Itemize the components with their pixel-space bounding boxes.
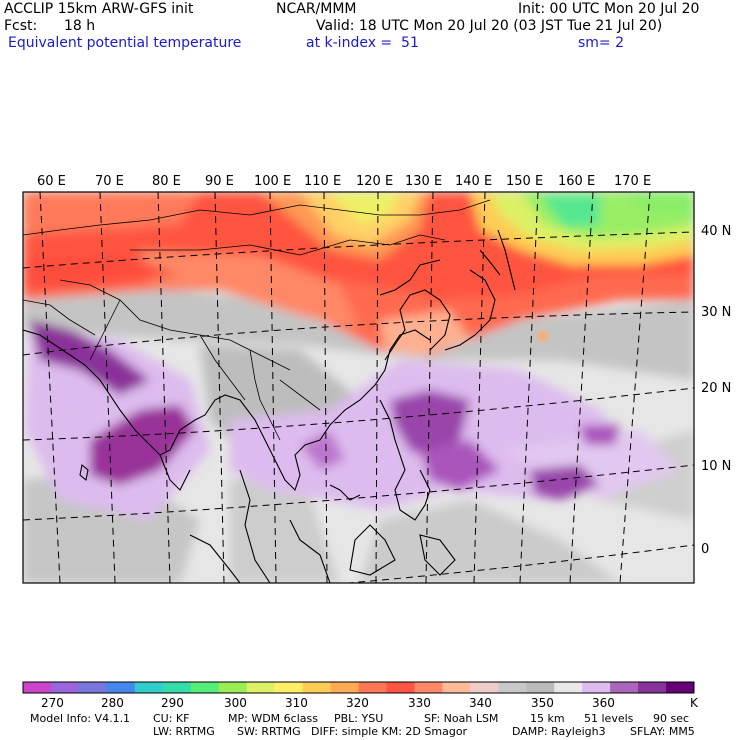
vertical-levels: 51 levels [584, 712, 634, 725]
color-scale-cells [23, 682, 695, 693]
longwave-scheme: LW: RRTMG [153, 725, 215, 738]
model-info: Model Info: V4.1.1 [30, 712, 131, 725]
forecast-label: Fcst: [4, 18, 38, 34]
scale-tick-label: 340 [469, 696, 492, 710]
scale-tick-label: 320 [346, 696, 369, 710]
lat-label: 20 N [701, 381, 731, 396]
color-scale-cell [610, 682, 639, 693]
lon-label: 110 E [304, 174, 341, 189]
color-scale-cell [274, 682, 304, 693]
lon-label: 150 E [506, 174, 543, 189]
coastlines [23, 229, 516, 583]
time-step: 90 sec [653, 712, 690, 725]
model-title: ACCLIP 15km ARW-GFS init [4, 1, 194, 17]
microphysics-scheme: MP: WDM 6class [228, 712, 318, 725]
lat-label: 10 N [701, 459, 731, 474]
scale-unit: K [690, 696, 699, 710]
color-scale-cell [78, 682, 108, 693]
init-time: Init: 00 UTC Mon 20 Jul 20 [518, 1, 700, 17]
cumulus-scheme: CU: KF [153, 712, 190, 725]
field-name: Equivalent potential temperature [8, 35, 242, 51]
color-scale-cell [414, 682, 443, 693]
valid-time: Valid: 18 UTC Mon 20 Jul 20 (03 JST Tue … [316, 18, 663, 34]
lon-label: 90 E [205, 174, 234, 189]
diffusion-scheme: DIFF: simple KM: 2D Smagor [311, 725, 468, 738]
lat-labels: 40 N 30 N 20 N 10 N 0 [701, 224, 731, 557]
lat-label: 30 N [701, 305, 731, 320]
color-scale-cell [666, 682, 695, 693]
color-scale-cell [526, 682, 555, 693]
lon-label: 80 E [152, 174, 181, 189]
scale-tick-label: 290 [161, 696, 184, 710]
color-scale-cell [386, 682, 415, 693]
color-scale-cell [554, 682, 583, 693]
color-scale-border [22, 681, 695, 694]
lon-label: 100 E [254, 174, 291, 189]
color-scale-cell [134, 682, 164, 693]
color-scale-cell [638, 682, 667, 693]
level-label: at k-index = 51 [306, 35, 419, 51]
map-plot-area [23, 192, 694, 583]
organization-label: NCAR/MMM [276, 1, 357, 17]
smoothing-label: sm= 2 [578, 35, 625, 51]
color-scale-cell [442, 682, 471, 693]
map-border [22, 191, 695, 584]
lat-label: 40 N [701, 224, 731, 239]
scale-tick-label: 310 [285, 696, 308, 710]
lon-labels: 60 E 70 E 80 E 90 E 100 E 110 E 120 E 13… [37, 174, 651, 189]
color-scale-cell [358, 682, 387, 693]
color-scale-cell [162, 682, 192, 693]
lon-label: 140 E [455, 174, 492, 189]
color-scale-cell [218, 682, 248, 693]
forecast-hours: 18 h [64, 18, 96, 34]
lon-label: 160 E [558, 174, 595, 189]
surface-layer-scheme: SFLAY: MM5 [630, 725, 695, 738]
lon-label: 60 E [37, 174, 66, 189]
scale-tick-label: 280 [101, 696, 124, 710]
scale-tick-label: 350 [531, 696, 554, 710]
lon-label: 130 E [405, 174, 442, 189]
lat-label: 0 [701, 542, 709, 557]
color-scale-labels: 270 280 290 300 310 320 330 340 350 360 … [41, 696, 699, 710]
pbl-scheme: PBL: YSU [334, 712, 384, 725]
scale-tick-label: 300 [224, 696, 247, 710]
color-scale-cell [50, 682, 80, 693]
lon-label: 170 E [614, 174, 651, 189]
grid-spacing: 15 km [530, 712, 565, 725]
color-scale-cell [582, 682, 611, 693]
lon-label: 70 E [95, 174, 124, 189]
color-scale-cell [190, 682, 220, 693]
color-scale-cell [330, 682, 359, 693]
color-scale-cell [23, 682, 52, 693]
scale-tick-label: 330 [408, 696, 431, 710]
color-scale-cell [246, 682, 276, 693]
surface-scheme: SF: Noah LSM [424, 712, 499, 725]
lon-label: 120 E [356, 174, 393, 189]
color-scale-cell [106, 682, 136, 693]
color-scale-cell [498, 682, 527, 693]
color-scale-cell [470, 682, 499, 693]
country-borders [23, 199, 491, 441]
damping-scheme: DAMP: Rayleigh3 [512, 725, 606, 738]
scale-tick-label: 360 [592, 696, 615, 710]
color-scale-cell [302, 682, 332, 693]
shortwave-scheme: SW: RRTMG [237, 725, 301, 738]
scale-tick-label: 270 [41, 696, 64, 710]
